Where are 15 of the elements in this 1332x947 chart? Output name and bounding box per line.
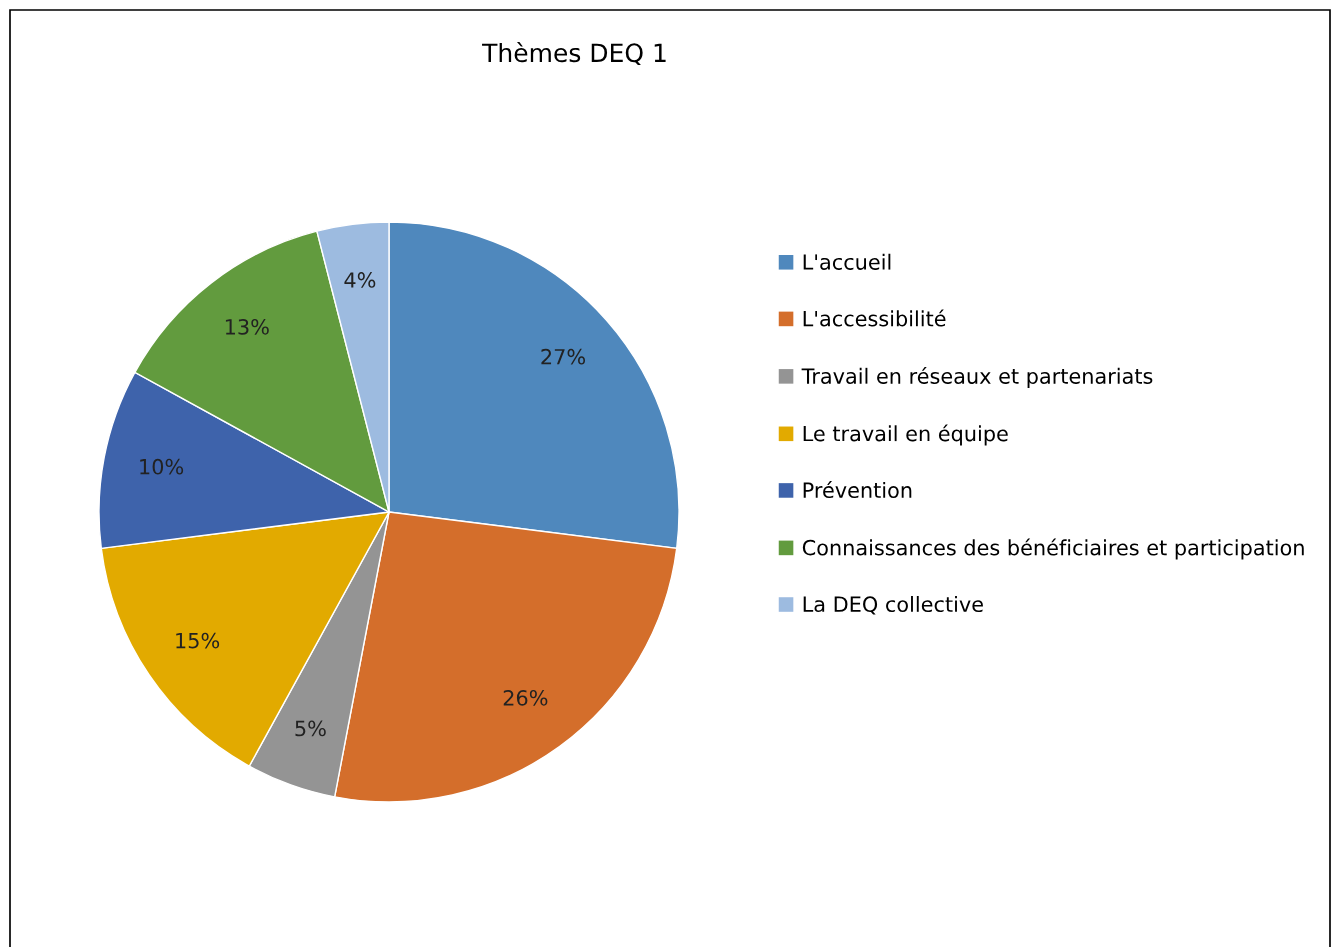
data-label: 13% xyxy=(225,318,269,335)
data-label: 27% xyxy=(541,348,586,365)
legend-label: Connaissances des bénéficiaires et participation xyxy=(802,538,1304,560)
data-label: 10% xyxy=(140,458,184,475)
legend-label: L'accueil xyxy=(803,253,891,270)
chart-title: Thèmes DEQ 1 xyxy=(482,41,666,66)
data-label: 15% xyxy=(176,632,220,649)
data-label: 4% xyxy=(344,272,376,288)
data-label: 26% xyxy=(503,689,548,706)
data-label: 5% xyxy=(295,720,326,737)
legend-label: La DEQ collective xyxy=(803,595,983,615)
legend-label: Le travail en équipe xyxy=(803,424,1008,446)
legend-label: L'accessibilité xyxy=(803,309,946,327)
legend-label: Prévention xyxy=(803,481,912,499)
legend-label: Travail en réseaux et partenariats xyxy=(801,366,1153,388)
